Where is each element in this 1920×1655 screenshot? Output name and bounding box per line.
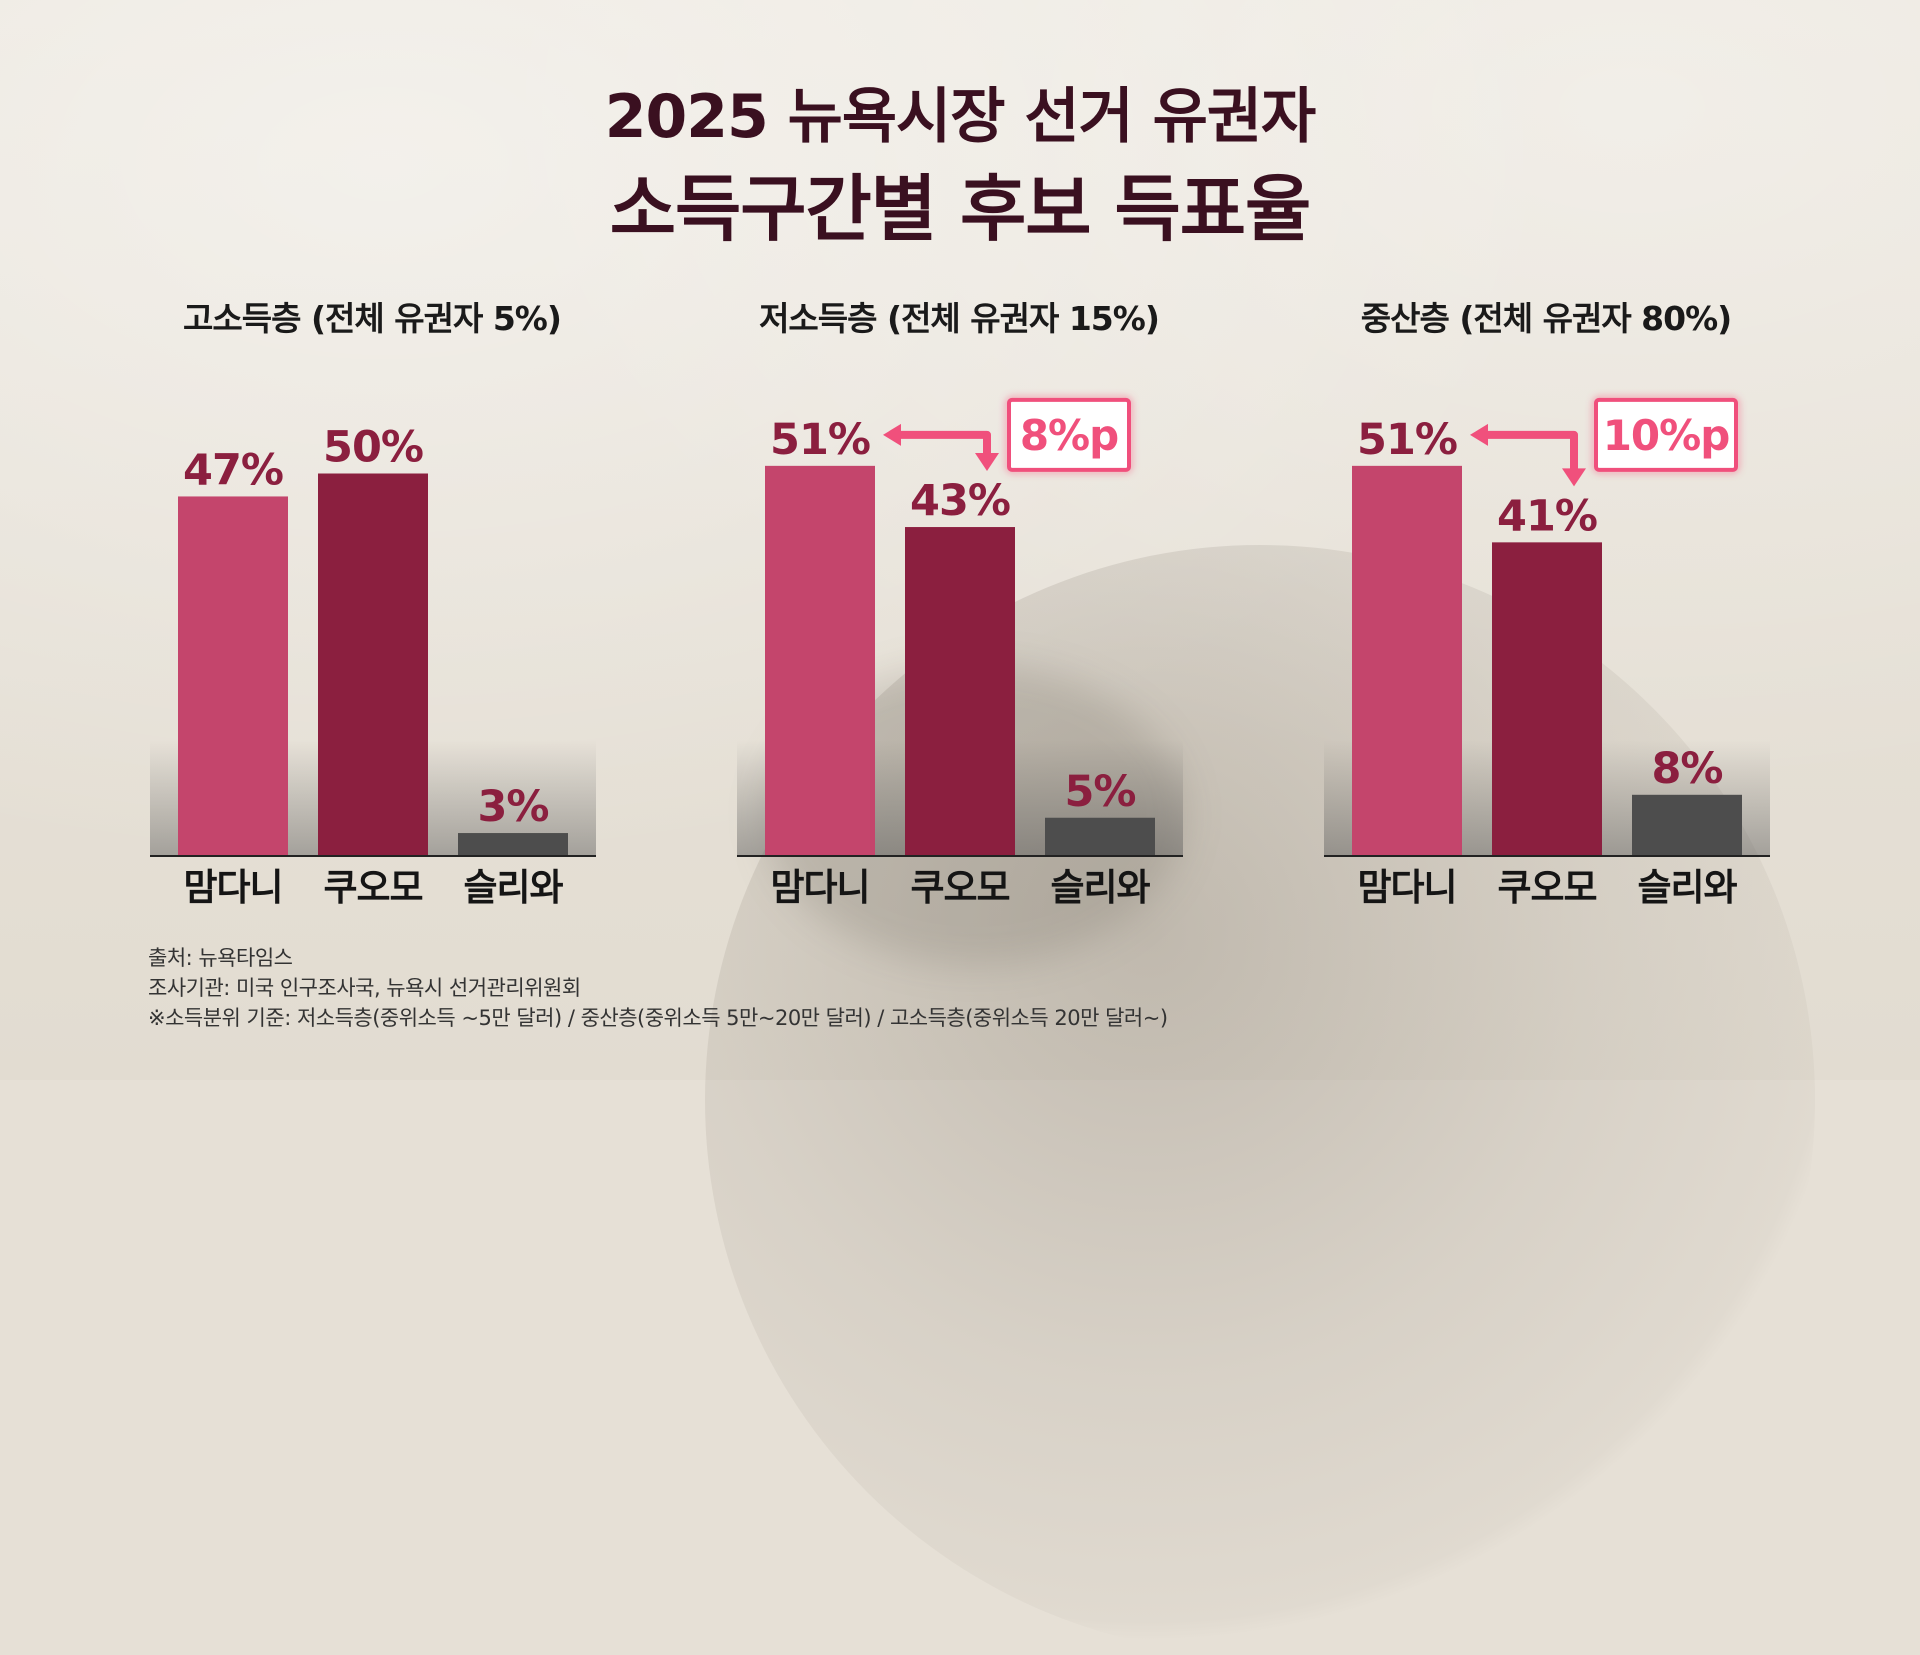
category-label-2-3: 슬리와 [1050, 866, 1150, 909]
gap-arrow-head-down-3 [1562, 468, 1586, 487]
bar-2-1 [765, 465, 875, 856]
gap-label-3: 10%p [1603, 411, 1730, 460]
chart-title-3: 중산층 (전체 유권자 80%) [1361, 299, 1732, 338]
value-label-3-2: 41% [1497, 491, 1597, 541]
chart-title-1: 고소득층 (전체 유권자 5%) [183, 299, 561, 338]
gap-box-2 [1007, 397, 1131, 472]
bar-3-3 [1632, 794, 1742, 856]
bar-3-2 [1492, 542, 1602, 856]
charts: 고소득층 (전체 유권자 5%) 47% 맘다니 50% 쿠오모 3% 슬리와 저소득층 (전… [150, 299, 1770, 909]
value-label-1-2: 50% [323, 423, 423, 473]
footnote-criteria: ※소득분위 기준: 저소득층(중위소득 ~5만 달러) / 중산층(중위소득 5… [148, 1006, 1168, 1030]
bar-1-2 [318, 473, 428, 856]
value-label-3-3: 8% [1651, 744, 1722, 794]
value-label-3-1: 51% [1357, 415, 1457, 465]
bar-3-1 [1352, 465, 1462, 856]
gap-arrow-line-2 [897, 430, 991, 460]
value-label-1-1: 47% [183, 445, 283, 495]
bar-1-1 [178, 496, 288, 856]
bar-2-2 [905, 527, 1015, 856]
bar-2-3 [1045, 817, 1155, 856]
title-line-1: 2025 뉴욕시장 선거 유권자 [604, 82, 1316, 152]
value-label-2-2: 43% [910, 476, 1010, 526]
category-label-1-1: 맘다니 [183, 866, 282, 909]
gap-arrow-head-left-3 [1470, 423, 1488, 446]
value-label-2-1: 51% [770, 415, 870, 465]
chart-title-2: 저소득층 (전체 유권자 15%) [759, 299, 1159, 338]
value-label-2-3: 5% [1064, 767, 1135, 817]
gap-label-2: 8%p [1020, 411, 1118, 460]
gap-arrow-head-left-2 [883, 423, 901, 446]
category-label-3-1: 맘다니 [1357, 866, 1456, 909]
gap-box-3 [1594, 397, 1738, 472]
gap-arrow-head-down-2 [975, 453, 999, 472]
gap-arrow-line-3 [1484, 430, 1578, 475]
category-label-1-3: 슬리와 [463, 866, 563, 909]
category-label-3-3: 슬리와 [1637, 866, 1737, 909]
category-label-2-1: 맘다니 [770, 866, 869, 909]
title-line-2: 소득구간별 후보 득표율 [609, 167, 1312, 251]
category-label-3-2: 쿠오모 [1497, 866, 1596, 909]
category-label-1-2: 쿠오모 [323, 866, 422, 909]
footnote-agency: 조사기관: 미국 인구조사국, 뉴욕시 선거관리위원회 [148, 976, 581, 1000]
bar-1-3 [458, 833, 568, 856]
value-label-1-3: 3% [477, 782, 548, 832]
footnote-source: 출처: 뉴욕타임스 [148, 946, 293, 970]
category-label-2-2: 쿠오모 [910, 866, 1009, 909]
